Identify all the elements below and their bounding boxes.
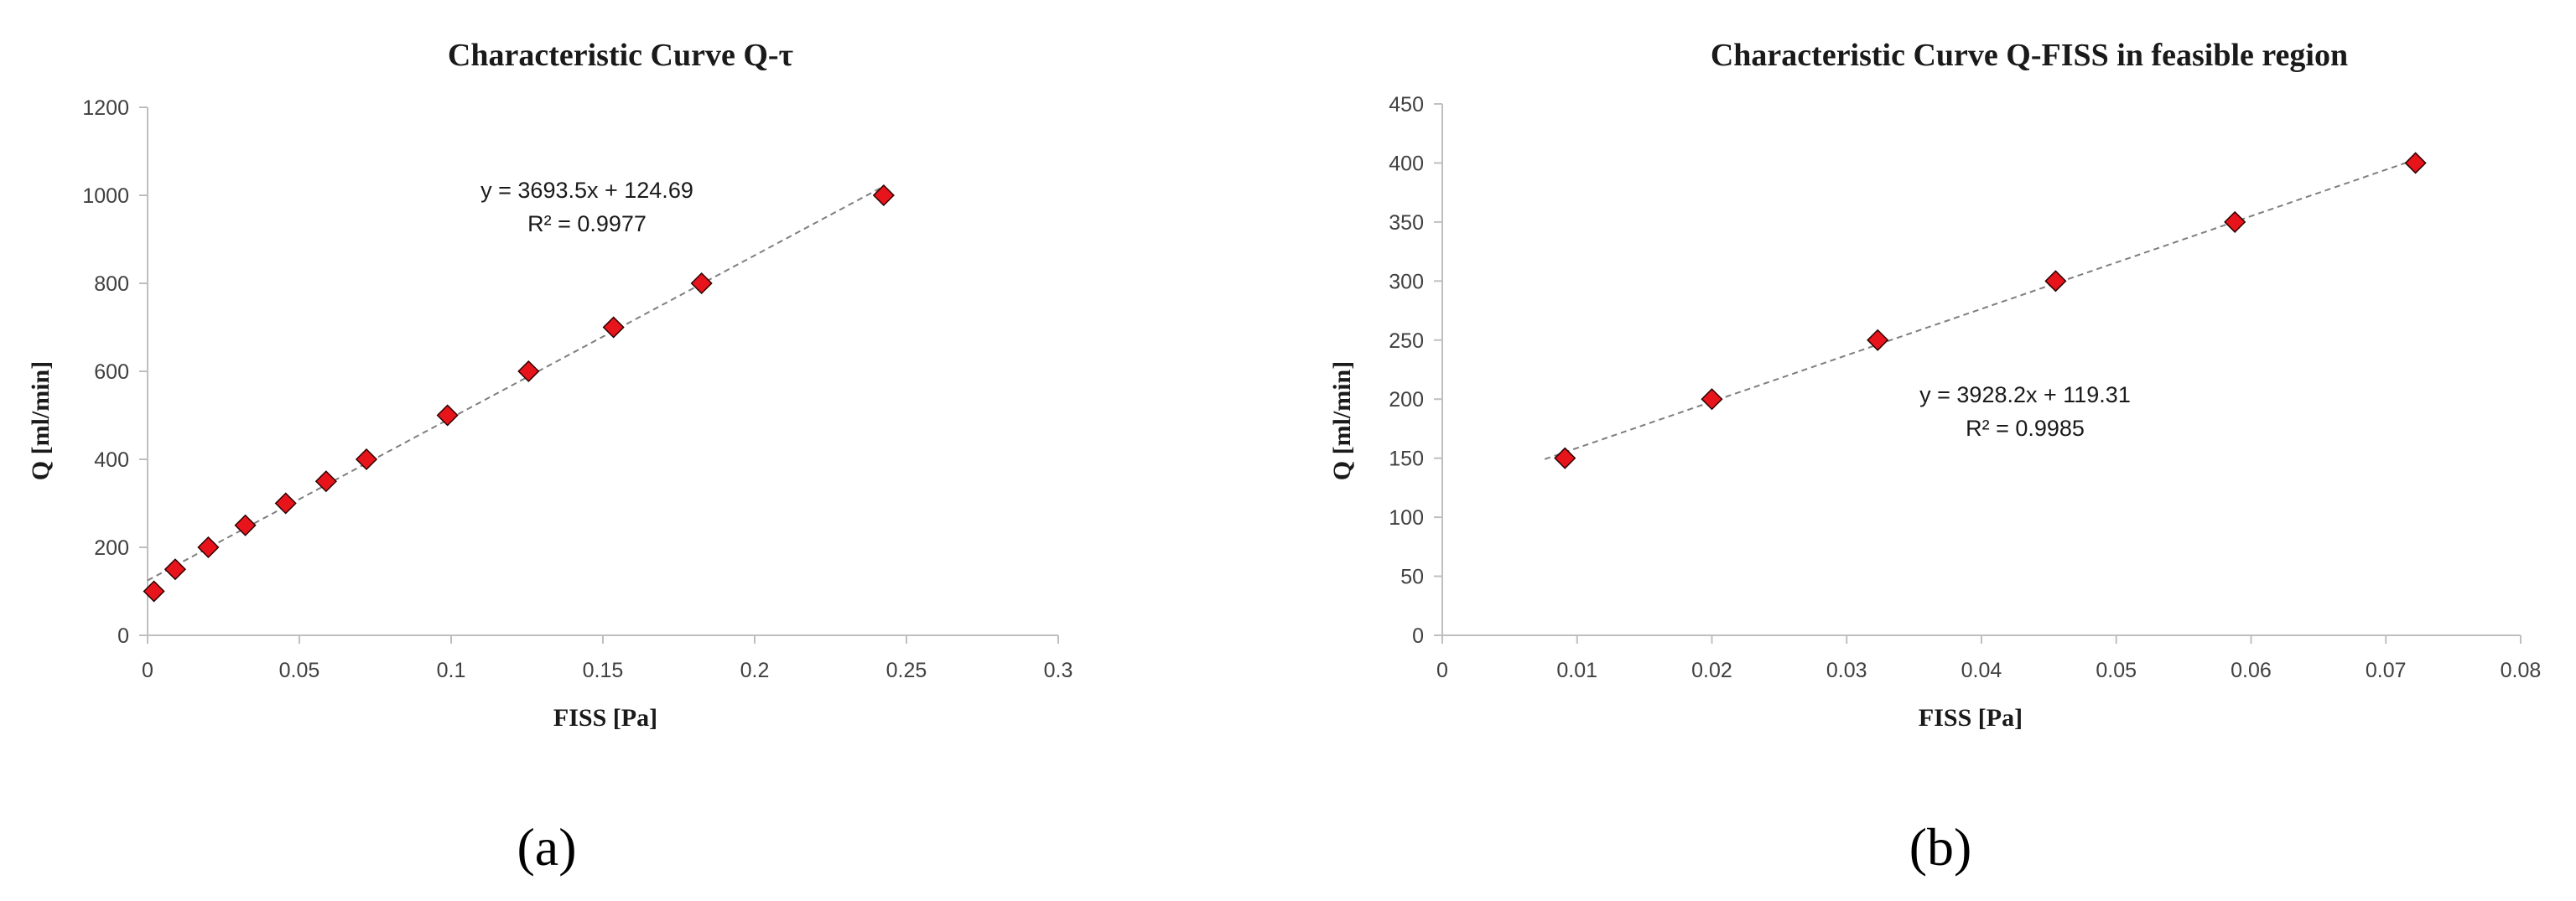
chart-b-y-tick-label: 50 xyxy=(1400,566,1424,589)
chart-a-x-ticks: 0 0.05 0.1 0.15 0.2 0.25 0.3 xyxy=(142,635,1072,682)
chart-b-y-tick-label: 0 xyxy=(1412,624,1424,648)
chart-a-y-tick-label: 600 xyxy=(94,360,129,384)
chart-b-data-point xyxy=(2404,152,2427,174)
chart-a-points xyxy=(143,184,895,603)
chart-a-x-tick-label: 0.2 xyxy=(740,659,770,682)
chart-a-x-tick-label: 0.25 xyxy=(886,659,927,682)
chart-a: Characteristic Curve Q-τ Q [ml/min] FISS… xyxy=(27,38,1072,877)
chart-b-x-axis-label: FISS [Pa] xyxy=(1919,704,2023,732)
chart-a-data-point xyxy=(690,272,713,295)
chart-b: Characteristic Curve Q-FISS in feasible … xyxy=(1328,38,2541,877)
chart-b-data-point xyxy=(1867,329,1889,351)
chart-b-y-tick-label: 350 xyxy=(1389,211,1424,235)
chart-b-y-tick-label: 450 xyxy=(1389,93,1424,117)
chart-b-data-point xyxy=(1701,388,1723,411)
chart-b-x-ticks: 0 0.01 0.02 0.03 0.04 0.05 0.06 0.07 0.08 xyxy=(1436,635,2541,682)
chart-b-x-tick-label: 0.02 xyxy=(1691,659,1732,682)
chart-b-x-tick-label: 0.06 xyxy=(2231,659,2272,682)
chart-b-axes xyxy=(1441,104,2521,636)
chart-b-y-ticks: 0 50 100 150 200 250 300 350 400 450 xyxy=(1389,93,1442,648)
chart-b-x-tick-label: 0.08 xyxy=(2501,659,2542,682)
chart-a-x-tick-label: 0.1 xyxy=(437,659,466,682)
chart-b-trendline-group xyxy=(1544,158,2416,460)
chart-b-r-squared: R² = 0.9985 xyxy=(1966,416,2085,441)
chart-a-y-ticks: 0 200 400 600 800 1000 1200 xyxy=(82,96,148,648)
chart-a-x-axis-label: FISS [Pa] xyxy=(553,704,657,732)
chart-a-y-tick-label: 1000 xyxy=(82,184,129,208)
chart-a-data-point xyxy=(164,558,187,581)
chart-b-data-point xyxy=(2224,210,2246,233)
chart-a-data-point xyxy=(436,404,459,427)
chart-a-y-tick-label: 0 xyxy=(117,624,129,648)
chart-a-data-point xyxy=(355,448,378,471)
chart-a-r-squared: R² = 0.9977 xyxy=(527,211,647,236)
chart-a-data-point xyxy=(234,514,257,536)
chart-a-panel-label: (a) xyxy=(517,817,576,877)
chart-b-y-tick-label: 300 xyxy=(1389,270,1424,293)
chart-b-points xyxy=(1554,152,2427,469)
chart-a-trendline-group xyxy=(147,185,885,582)
chart-b-title: Characteristic Curve Q-FISS in feasible … xyxy=(1711,38,2348,73)
chart-b-trendline xyxy=(1544,158,2416,460)
chart-b-data-point xyxy=(1554,447,1576,469)
chart-b-equation: y = 3928.2x + 119.31 xyxy=(1919,382,2131,407)
chart-a-y-tick-label: 1200 xyxy=(82,96,129,120)
chart-a-data-point xyxy=(517,360,540,383)
chart-a-title: Characteristic Curve Q-τ xyxy=(448,38,794,73)
chart-b-x-tick-label: 0.05 xyxy=(2096,659,2137,682)
chart-b-x-tick-label: 0.01 xyxy=(1556,659,1597,682)
chart-a-trendline xyxy=(147,185,885,582)
chart-a-equation: y = 3693.5x + 124.69 xyxy=(480,178,693,203)
chart-a-y-tick-label: 400 xyxy=(94,448,129,472)
chart-a-x-tick-label: 0.3 xyxy=(1044,659,1073,682)
chart-a-y-tick-label: 800 xyxy=(94,272,129,296)
chart-a-data-point xyxy=(314,470,337,493)
chart-b-y-tick-label: 400 xyxy=(1389,152,1424,175)
chart-a-x-tick-label: 0.05 xyxy=(279,659,320,682)
chart-a-data-point xyxy=(602,316,625,339)
chart-b-y-axis-label: Q [ml/min] xyxy=(1328,361,1356,481)
chart-a-x-tick-label: 0 xyxy=(142,659,153,682)
chart-b-x-tick-label: 0.04 xyxy=(1961,659,2002,682)
chart-b-y-tick-label: 250 xyxy=(1389,329,1424,353)
chart-a-y-tick-label: 200 xyxy=(94,536,129,560)
chart-b-y-tick-label: 100 xyxy=(1389,506,1424,530)
chart-a-data-point xyxy=(872,184,895,207)
chart-a-x-tick-label: 0.15 xyxy=(583,659,624,682)
chart-b-y-tick-label: 150 xyxy=(1389,448,1424,471)
chart-b-panel-label: (b) xyxy=(1909,817,1972,877)
chart-b-x-tick-label: 0 xyxy=(1436,659,1448,682)
chart-b-x-tick-label: 0.03 xyxy=(1826,659,1867,682)
chart-a-y-axis-label: Q [ml/min] xyxy=(27,361,55,481)
chart-b-y-tick-label: 200 xyxy=(1389,388,1424,412)
chart-a-data-point xyxy=(143,580,165,603)
chart-b-data-point xyxy=(2044,270,2067,293)
chart-a-data-point xyxy=(274,492,297,515)
chart-b-x-tick-label: 0.07 xyxy=(2366,659,2407,682)
chart-a-data-point xyxy=(197,536,220,559)
